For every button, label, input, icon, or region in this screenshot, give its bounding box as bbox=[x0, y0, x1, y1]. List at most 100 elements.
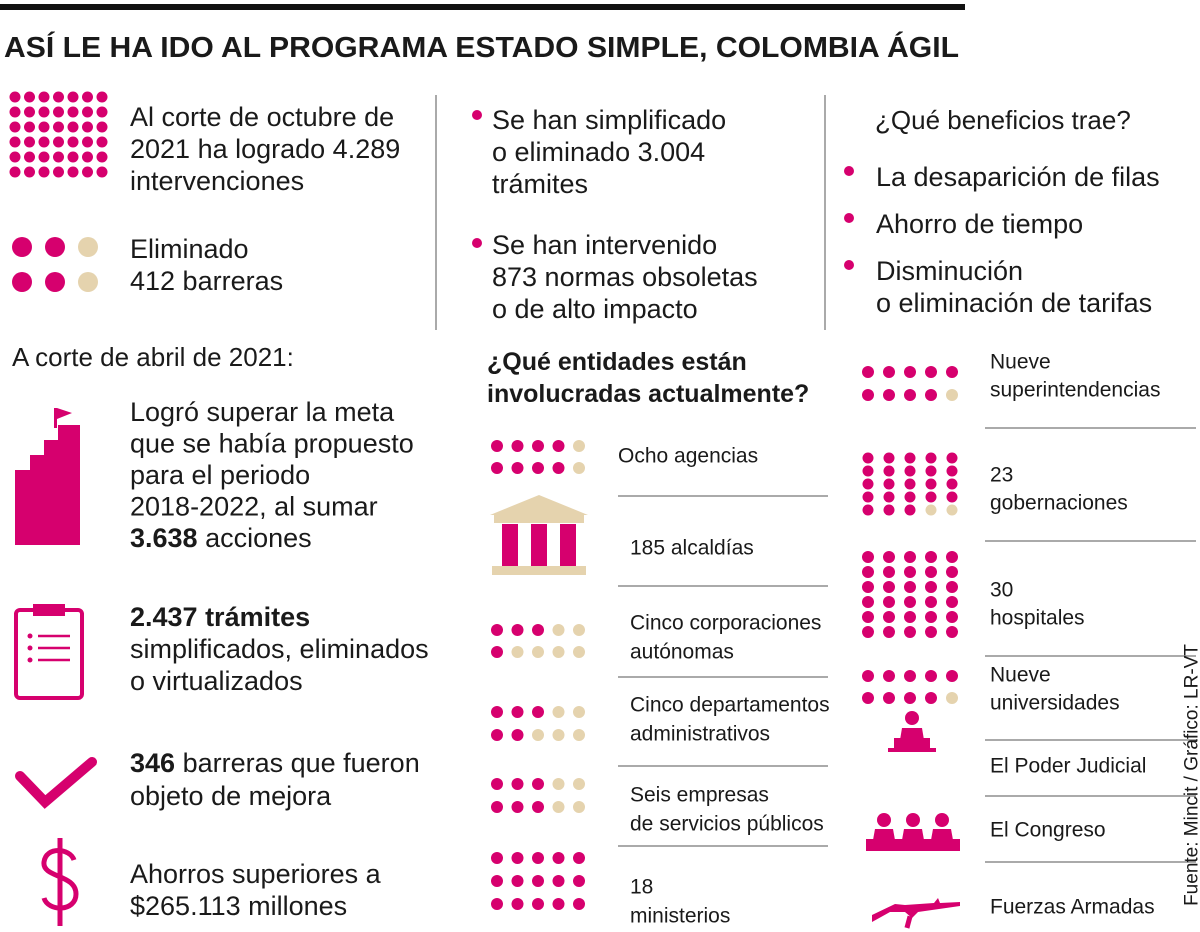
dot-icon bbox=[9, 91, 108, 178]
dot bbox=[82, 91, 93, 103]
text-line: 3.638 acciones bbox=[130, 523, 312, 553]
text-line: de servicios públicos bbox=[630, 813, 824, 836]
dot bbox=[82, 166, 93, 178]
dot bbox=[491, 462, 503, 474]
dot bbox=[96, 91, 108, 103]
dot bbox=[24, 106, 35, 118]
dot bbox=[491, 875, 503, 887]
separators bbox=[618, 427, 1196, 863]
dot bbox=[883, 452, 895, 464]
text-line: 23 bbox=[990, 464, 1013, 487]
dot-icon bbox=[491, 624, 585, 658]
dot bbox=[904, 551, 916, 563]
text-line: Nueve bbox=[990, 351, 1051, 374]
dot bbox=[573, 898, 585, 910]
text-line: trámites bbox=[492, 169, 588, 199]
dot bbox=[946, 478, 958, 490]
dot bbox=[532, 624, 544, 636]
dot bbox=[552, 778, 565, 790]
dot bbox=[532, 852, 544, 864]
dot bbox=[24, 151, 35, 163]
dot bbox=[883, 596, 895, 608]
dot bbox=[925, 551, 937, 563]
dot bbox=[9, 136, 21, 148]
dot bbox=[9, 166, 21, 178]
dot-icon bbox=[491, 778, 585, 813]
title: ASÍ LE HA IDO AL PROGRAMA ESTADO SIMPLE,… bbox=[4, 30, 959, 64]
dot bbox=[532, 646, 544, 658]
dot bbox=[862, 366, 874, 378]
text-line: Al corte de octubre de bbox=[130, 102, 394, 132]
dot bbox=[24, 91, 35, 103]
text-line: Ahorros superiores a bbox=[130, 859, 382, 889]
dot bbox=[82, 106, 93, 118]
dot bbox=[552, 801, 565, 813]
dot bbox=[925, 389, 937, 401]
dot bbox=[883, 504, 895, 516]
text-line: Seis empresas bbox=[630, 784, 769, 807]
dot bbox=[925, 504, 937, 516]
dot bbox=[552, 646, 565, 658]
text-line: 873 normas obsoletas bbox=[492, 262, 758, 292]
dot bbox=[511, 624, 524, 636]
dot bbox=[67, 151, 79, 163]
text-line: 412 barreras bbox=[130, 266, 283, 296]
text-line: intervenciones bbox=[130, 166, 304, 196]
text-line: Eliminado bbox=[130, 234, 249, 264]
judge-icon bbox=[888, 711, 936, 752]
top-bar bbox=[0, 4, 965, 10]
dot bbox=[82, 136, 93, 148]
dot bbox=[67, 121, 79, 133]
dot bbox=[904, 504, 916, 516]
dot bbox=[883, 366, 895, 378]
dot bbox=[946, 566, 958, 578]
dot bbox=[862, 551, 874, 563]
text-line: que se había propuesto bbox=[130, 429, 414, 459]
text-line: administrativos bbox=[630, 723, 770, 746]
dot bbox=[946, 626, 958, 638]
dot bbox=[491, 706, 503, 718]
dot bbox=[38, 151, 50, 163]
text-line: 2021 ha logrado 4.289 bbox=[130, 134, 400, 164]
dot bbox=[552, 462, 565, 474]
dot bbox=[904, 478, 916, 490]
dot bbox=[53, 151, 64, 163]
text-line: Se han intervenido bbox=[492, 230, 717, 260]
dot bbox=[925, 581, 937, 593]
text-segment: barreras que fueron bbox=[175, 748, 420, 778]
dot bbox=[862, 626, 874, 638]
dot bbox=[78, 272, 98, 292]
dot bbox=[862, 611, 874, 623]
dot bbox=[67, 166, 79, 178]
dot bbox=[24, 121, 35, 133]
dot bbox=[883, 611, 895, 623]
dot bbox=[883, 389, 895, 401]
dot bbox=[491, 852, 503, 864]
text-line: 18 bbox=[630, 876, 653, 899]
dot bbox=[573, 462, 585, 474]
dot bbox=[862, 452, 874, 464]
text-line: Logró superar la meta bbox=[130, 397, 395, 427]
dot bbox=[38, 91, 50, 103]
dot bbox=[96, 106, 108, 118]
dot bbox=[511, 898, 524, 910]
dot bbox=[552, 706, 565, 718]
dot bbox=[53, 136, 64, 148]
dot bbox=[96, 121, 108, 133]
dot bbox=[573, 801, 585, 813]
dot bbox=[573, 778, 585, 790]
dot bbox=[491, 898, 503, 910]
dot bbox=[532, 729, 544, 741]
dot bbox=[904, 389, 916, 401]
dot bbox=[511, 706, 524, 718]
dot bbox=[883, 478, 895, 490]
dot bbox=[96, 136, 108, 148]
text-line: gobernaciones bbox=[990, 492, 1128, 515]
dot bbox=[946, 551, 958, 563]
goal-icon bbox=[15, 408, 80, 545]
dot bbox=[53, 91, 64, 103]
dot bbox=[862, 491, 874, 503]
dot bbox=[862, 670, 874, 682]
dot bbox=[38, 136, 50, 148]
